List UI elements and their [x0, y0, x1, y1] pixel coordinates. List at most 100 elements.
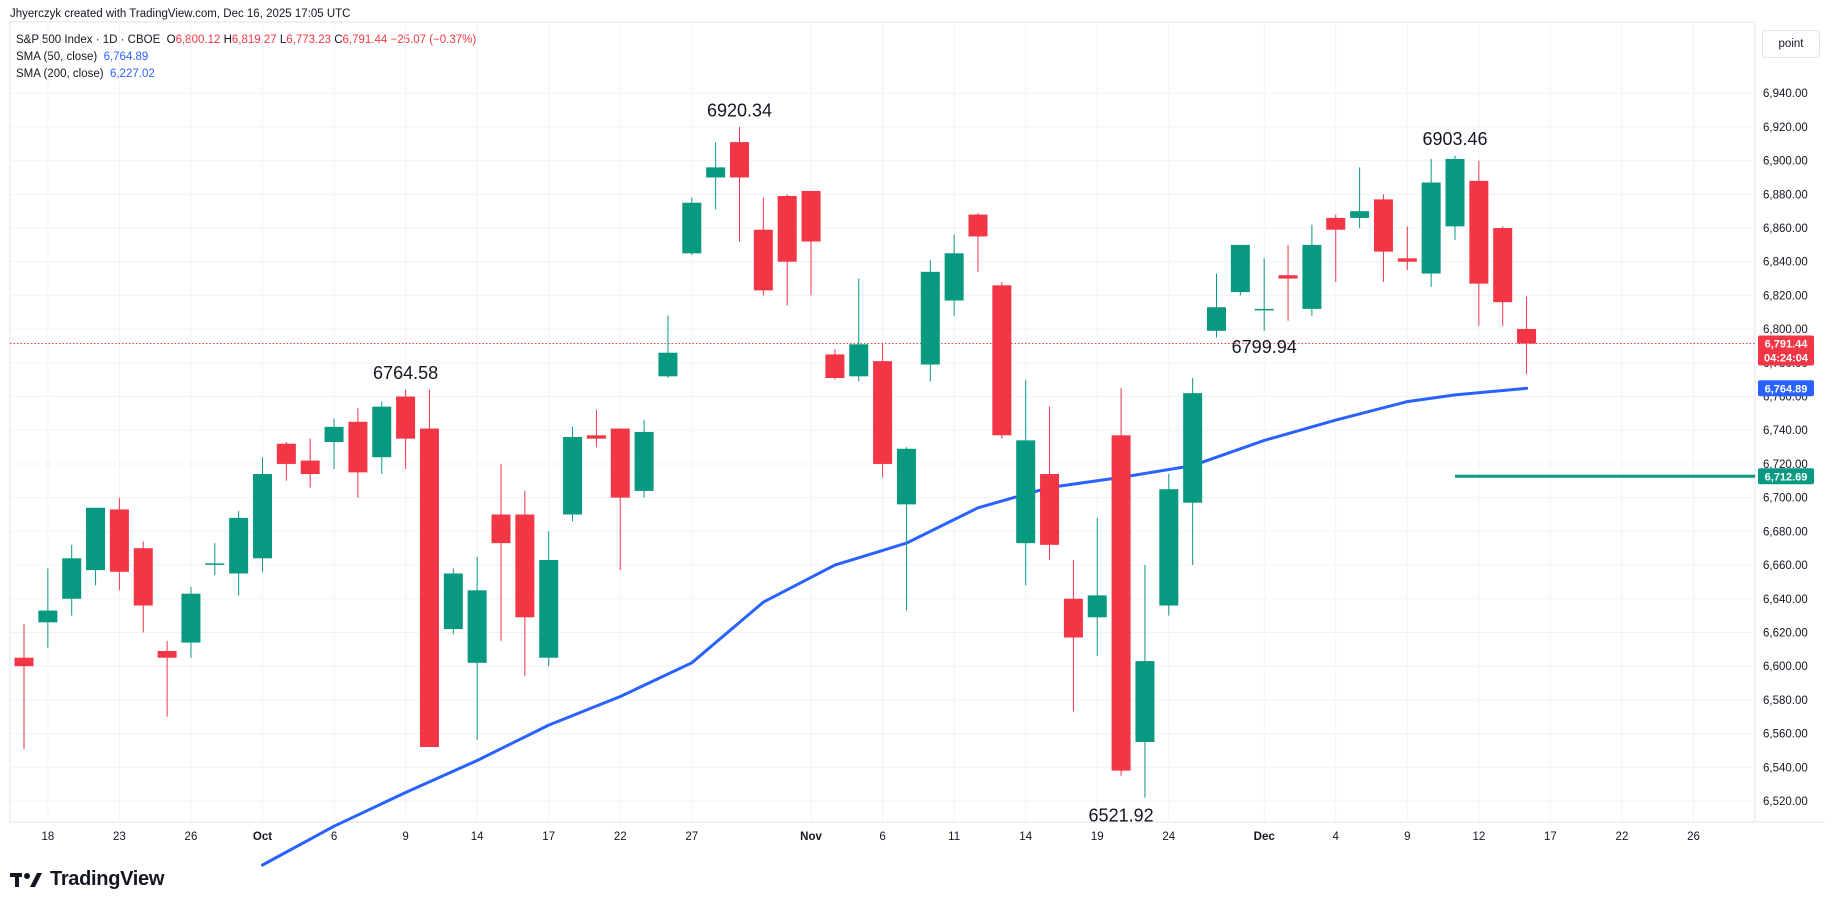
price-tick-label: 6,620.00	[1763, 627, 1808, 639]
candle-body	[109, 509, 129, 572]
time-tick-label: 9	[402, 831, 408, 843]
ohlc-low: 6,773.23	[286, 34, 332, 46]
ohlc-open-label: O	[166, 34, 176, 46]
price-annotation: 6521.92	[1089, 806, 1154, 826]
candle-body	[706, 167, 726, 178]
candle-body	[181, 593, 201, 643]
candle-body	[1254, 308, 1274, 311]
candle-body	[1373, 199, 1393, 252]
price-tick-label: 6,920.00	[1763, 122, 1808, 134]
candle-body	[300, 460, 320, 475]
ohlc-close-label: C	[334, 34, 343, 46]
candle-body	[467, 590, 487, 663]
price-tick-label: 6,860.00	[1763, 223, 1808, 235]
candle-body	[658, 352, 678, 377]
price-annotation: 6903.46	[1422, 129, 1487, 149]
ohlc-high-label: H	[223, 34, 232, 46]
time-tick-label: Oct	[253, 831, 272, 843]
support-badge-text: 6,712.69	[1765, 471, 1808, 483]
candle-body	[1326, 217, 1346, 230]
candle-body	[38, 610, 58, 623]
time-tick-label: 27	[685, 831, 698, 843]
tradingview-logo[interactable]: TradingView	[10, 868, 164, 891]
symbol-legend[interactable]: S&P 500 Index · 1D · CBOE O6,800.12 H6,8…	[16, 34, 476, 46]
time-tick-label: 9	[1404, 831, 1410, 843]
symbol-title: S&P 500 Index · 1D · CBOE	[16, 34, 161, 46]
price-tick-label: 6,720.00	[1763, 459, 1808, 471]
sma200-value: 6,227.02	[109, 68, 155, 80]
candle-body	[730, 142, 749, 178]
price-tick-label: 6,540.00	[1763, 762, 1808, 774]
time-tick-label: 23	[113, 831, 126, 843]
time-tick-label: 17	[542, 831, 555, 843]
candle-body	[443, 573, 463, 630]
candle-body	[14, 657, 34, 667]
candle-body	[86, 507, 106, 571]
candle-body	[205, 563, 225, 565]
price-tick-label: 6,640.00	[1763, 594, 1808, 606]
candle-body	[1063, 598, 1083, 638]
sma50-label: SMA (50, close)	[16, 51, 98, 63]
candle-body	[1207, 307, 1226, 331]
time-tick-label: Nov	[800, 831, 822, 843]
time-tick-label: 14	[1019, 831, 1032, 843]
candle-body	[396, 396, 416, 439]
candle-body	[777, 196, 797, 262]
ohlc-low-label: L	[279, 34, 287, 46]
candle-body	[1230, 244, 1250, 293]
price-tick-label: 6,680.00	[1763, 526, 1808, 538]
candle-body	[944, 253, 964, 301]
time-tick-label: 26	[1687, 831, 1700, 843]
candle-body	[1421, 182, 1441, 274]
time-tick-label: 14	[471, 831, 484, 843]
candle-body	[586, 435, 606, 439]
price-tick-label: 6,600.00	[1763, 661, 1808, 673]
candle-body	[849, 344, 869, 377]
candle-body	[1278, 275, 1298, 279]
sma50-legend[interactable]: SMA (50, close) 6,764.89	[16, 51, 148, 63]
price-tick-label: 6,800.00	[1763, 324, 1808, 336]
time-tick-label: 12	[1472, 831, 1485, 843]
candle-body	[133, 548, 153, 606]
sma200-label: SMA (200, close)	[16, 68, 104, 80]
candle-body	[992, 285, 1012, 436]
sma200-legend[interactable]: SMA (200, close) 6,227.02	[16, 68, 155, 80]
time-tick-label: Dec	[1254, 831, 1276, 843]
current-price-badge-text: 04:24:04	[1764, 353, 1809, 365]
candle-body	[276, 443, 296, 464]
price-annotation: 6920.34	[707, 100, 772, 120]
candle-body	[825, 354, 845, 379]
tradingview-logo-icon	[10, 872, 42, 887]
candle-body	[1350, 211, 1370, 218]
candle-body	[1016, 440, 1036, 544]
candle-body	[1040, 474, 1060, 545]
time-tick-label: 24	[1162, 831, 1175, 843]
time-tick-label: 22	[614, 831, 627, 843]
ohlc-close: 6,791.44	[342, 34, 388, 46]
candle-body	[1493, 228, 1513, 303]
time-tick-label: 22	[1616, 831, 1629, 843]
candle-body	[324, 426, 344, 443]
time-tick-label: 18	[41, 831, 54, 843]
tradingview-wordmark: TradingView	[50, 868, 165, 890]
price-tick-label: 6,580.00	[1763, 695, 1808, 707]
time-tick-label: 19	[1091, 831, 1104, 843]
price-tick-label: 6,880.00	[1763, 189, 1808, 201]
candle-body	[1087, 595, 1107, 618]
price-tick-label: 6,900.00	[1763, 156, 1808, 168]
candle-body	[753, 229, 773, 291]
time-tick-label: 11	[948, 831, 960, 843]
candle-body	[873, 361, 893, 464]
candle-body	[419, 428, 439, 748]
current-price-badge-text: 6,791.44	[1765, 339, 1809, 351]
candle-body	[62, 558, 82, 599]
price-scale-mode-button[interactable]: point	[1762, 30, 1820, 58]
candle-body	[1302, 244, 1322, 309]
time-tick-label: 17	[1544, 831, 1557, 843]
price-tick-label: 6,660.00	[1763, 560, 1808, 572]
candle-body	[515, 514, 535, 618]
candle-body	[1397, 258, 1417, 262]
current-price-badge	[1758, 335, 1814, 366]
ohlc-high: 6,819.27	[231, 34, 277, 46]
